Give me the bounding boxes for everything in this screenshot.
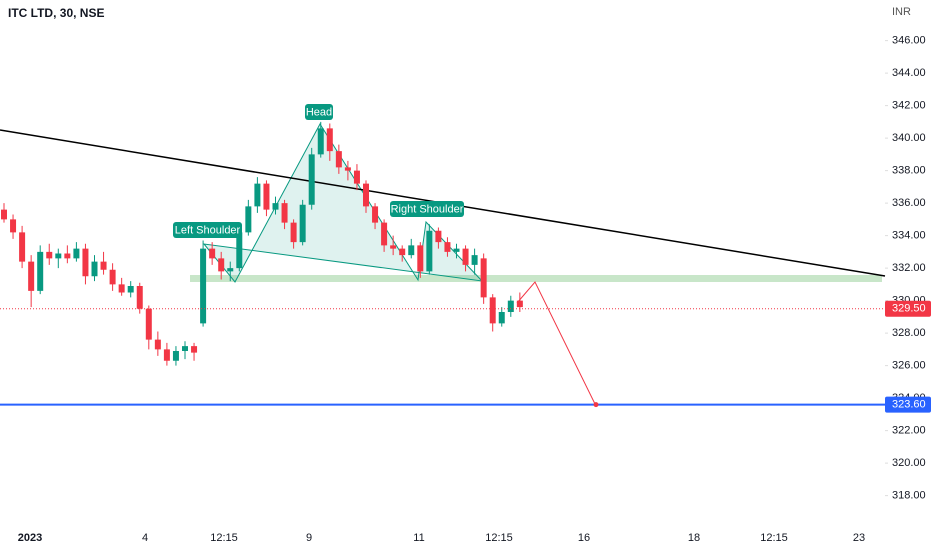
candle-body bbox=[73, 248, 80, 259]
candle-body bbox=[118, 284, 125, 293]
candle-body bbox=[55, 253, 62, 259]
candle-body bbox=[435, 230, 442, 243]
annotation-box bbox=[305, 104, 333, 120]
candle-body bbox=[191, 346, 198, 353]
x-tick-label: 12:15 bbox=[485, 532, 513, 544]
target-label: 323.60 bbox=[892, 399, 926, 411]
candle-body bbox=[10, 219, 17, 233]
last-price-box bbox=[885, 300, 931, 317]
x-tick-label: 18 bbox=[688, 532, 700, 544]
y-tick-label: 318.00 bbox=[892, 490, 926, 502]
candle-body bbox=[37, 251, 44, 291]
candle-body bbox=[91, 261, 98, 277]
candle-body bbox=[480, 258, 487, 298]
candle-body bbox=[372, 206, 379, 223]
candle-body bbox=[28, 261, 35, 291]
candle-body bbox=[272, 203, 279, 210]
candle-body bbox=[417, 245, 424, 272]
candle-body bbox=[254, 183, 261, 207]
candle-body bbox=[363, 183, 369, 207]
candle-body bbox=[109, 269, 116, 285]
candle-body bbox=[182, 346, 188, 351]
candle-body bbox=[46, 251, 53, 259]
annotation-box bbox=[173, 222, 242, 238]
projection bbox=[516, 281, 597, 407]
y-tick-label: 338.00 bbox=[892, 165, 926, 177]
candle-body bbox=[444, 242, 451, 252]
candle-body bbox=[507, 300, 514, 312]
y-tick-label: 342.00 bbox=[892, 100, 926, 112]
candle-body bbox=[82, 248, 89, 277]
y-tick-label: 332.00 bbox=[892, 262, 926, 274]
y-tick-label: 326.00 bbox=[892, 360, 926, 372]
candle-body bbox=[471, 255, 478, 265]
y-tick-label: 344.00 bbox=[892, 67, 926, 79]
candle-body bbox=[498, 312, 505, 324]
last-price-label: 329.50 bbox=[892, 303, 926, 315]
y-tick-label: 320.00 bbox=[892, 457, 926, 469]
annotation-box bbox=[390, 201, 464, 217]
candle-body bbox=[399, 248, 406, 256]
candle-body bbox=[209, 248, 216, 259]
candle-body bbox=[227, 268, 234, 272]
chart-title: ITC LTD, 30, NSE bbox=[8, 6, 104, 20]
candle-body bbox=[100, 261, 107, 270]
x-tick-label: 4 bbox=[142, 532, 148, 544]
candle-body bbox=[290, 222, 297, 243]
y-tick-label: 340.00 bbox=[892, 132, 926, 144]
candle-body bbox=[489, 297, 496, 324]
x-tick-label: 2023 bbox=[18, 532, 42, 544]
candle-body bbox=[127, 286, 134, 293]
candle-body bbox=[426, 230, 433, 272]
annotation-label: Right Shoulder bbox=[391, 203, 464, 215]
x-tick-label: 12:15 bbox=[210, 532, 238, 544]
candle-body bbox=[200, 248, 207, 324]
candle-body bbox=[353, 170, 360, 184]
candle-body bbox=[408, 245, 415, 256]
y-tick-label: 346.00 bbox=[892, 35, 926, 47]
candle-body bbox=[136, 286, 143, 309]
candle-body bbox=[1, 209, 7, 220]
annotation-label: Head bbox=[306, 106, 332, 118]
candle-body bbox=[390, 245, 397, 249]
candle-body bbox=[299, 204, 306, 243]
x-tick-label: 11 bbox=[413, 532, 424, 544]
target-box bbox=[885, 396, 931, 413]
neckline-zone bbox=[190, 275, 882, 282]
target-point bbox=[593, 402, 599, 408]
candle-body bbox=[516, 300, 523, 308]
candle-body bbox=[381, 222, 388, 246]
candle-body bbox=[172, 351, 179, 361]
candle-body bbox=[245, 206, 252, 233]
x-tick-label: 23 bbox=[853, 532, 865, 544]
y-tick-label: 334.00 bbox=[892, 230, 926, 242]
candle-body bbox=[308, 154, 315, 205]
annotation-label: Left Shoulder bbox=[175, 224, 241, 236]
candle-body bbox=[462, 248, 469, 265]
y-tick-label: 336.00 bbox=[892, 197, 926, 209]
candle-body bbox=[317, 128, 324, 155]
candle-body bbox=[145, 308, 152, 340]
candle-body bbox=[163, 349, 170, 361]
candle-body bbox=[218, 258, 225, 272]
candle-body bbox=[281, 203, 288, 223]
candle-body bbox=[335, 151, 342, 168]
x-tick-label: 9 bbox=[306, 532, 312, 544]
x-tick-label: 16 bbox=[578, 532, 590, 544]
candle-body bbox=[236, 232, 243, 269]
candle-body bbox=[154, 339, 161, 350]
x-tick-label: 12:15 bbox=[760, 532, 788, 544]
y-tick-label: 322.00 bbox=[892, 425, 926, 437]
candle-body bbox=[19, 232, 26, 262]
candle-body bbox=[263, 183, 270, 210]
candle-body bbox=[326, 128, 333, 152]
y-tick-label: 328.00 bbox=[892, 327, 926, 339]
currency: INR bbox=[892, 6, 911, 18]
candle-body bbox=[64, 253, 71, 259]
candle-body bbox=[453, 248, 460, 252]
candle-body bbox=[344, 167, 351, 171]
